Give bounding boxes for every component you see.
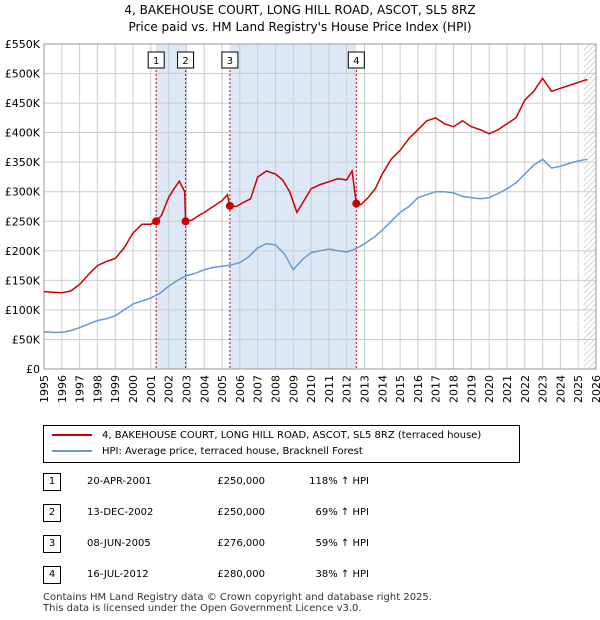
x-tick-label: 2008 (269, 375, 282, 403)
transaction-price: £276,000 (217, 538, 265, 549)
sale-label: 2 (182, 56, 188, 67)
legend-label-property: 4, BAKEHOUSE COURT, LONG HILL ROAD, ASCO… (102, 430, 482, 441)
x-tick-label: 2026 (590, 375, 600, 403)
transaction-date: 08-JUN-2005 (87, 538, 151, 549)
transaction-number: 1 (43, 473, 61, 491)
x-tick-label: 1999 (109, 375, 122, 403)
x-tick-label: 2002 (163, 375, 176, 403)
sale-point (225, 201, 234, 210)
transaction-date: 16-JUL-2012 (87, 569, 149, 580)
legend-item-hpi: HPI: Average price, terraced house, Brac… (52, 445, 363, 459)
y-tick-label: £150K (5, 274, 41, 287)
sale-label-box (177, 51, 195, 69)
transaction-hpi: 59% ↑ HPI (315, 538, 369, 549)
x-tick-label: 2005 (216, 375, 229, 403)
y-tick-label: £300K (5, 186, 41, 199)
y-tick-label: £400K (5, 127, 41, 140)
transaction-date: 13-DEC-2002 (87, 507, 154, 518)
x-tick-label: 2025 (572, 375, 585, 403)
chart-title: 4, BAKEHOUSE COURT, LONG HILL ROAD, ASCO… (124, 3, 476, 17)
legend-item-property: 4, BAKEHOUSE COURT, LONG HILL ROAD, ASCO… (52, 429, 481, 443)
forecast-area (583, 44, 596, 369)
y-tick-label: £250K (5, 215, 41, 228)
x-tick-label: 2018 (448, 375, 461, 403)
transaction-date: 20-APR-2001 (87, 476, 152, 487)
transaction-price: £250,000 (217, 476, 265, 487)
footer-copyright: Contains HM Land Registry data © Crown c… (43, 592, 432, 603)
x-tick-label: 2004 (198, 375, 211, 403)
transaction-hpi: 118% ↑ HPI (309, 476, 369, 487)
shaded-band (156, 44, 186, 369)
x-tick-label: 2017 (430, 375, 443, 403)
x-tick-label: 2001 (145, 375, 158, 403)
y-tick-label: £500K (5, 68, 41, 81)
sale-label: 3 (227, 56, 233, 67)
x-tick-label: 1996 (56, 375, 69, 403)
x-tick-label: 2012 (341, 375, 354, 403)
y-tick-label: £350K (5, 156, 41, 169)
y-tick-label: £100K (5, 304, 41, 317)
sale-point (152, 217, 161, 226)
y-tick-label: £550K (5, 38, 41, 51)
x-tick-label: 1997 (74, 375, 87, 403)
series-line (43, 76, 588, 294)
x-tick-label: 2023 (537, 375, 550, 403)
x-tick-label: 2000 (127, 375, 140, 403)
legend: 4, BAKEHOUSE COURT, LONG HILL ROAD, ASCO… (43, 425, 520, 463)
chart-subtitle: Price paid vs. HM Land Registry's House … (128, 20, 472, 34)
sale-label: 1 (153, 56, 159, 67)
sale-point (352, 199, 361, 208)
x-tick-label: 2009 (287, 375, 300, 403)
x-tick-label: 2019 (465, 375, 478, 403)
transaction-hpi: 38% ↑ HPI (315, 569, 369, 580)
sale-point (181, 217, 190, 226)
x-tick-label: 2011 (323, 375, 336, 403)
x-tick-label: 2007 (252, 375, 265, 403)
y-tick-label: £0 (26, 363, 40, 376)
footer-licence: This data is licensed under the Open Gov… (43, 603, 362, 614)
x-tick-label: 1995 (38, 375, 51, 403)
transaction-hpi: 69% ↑ HPI (315, 507, 369, 518)
legend-label-hpi: HPI: Average price, terraced house, Brac… (102, 446, 363, 457)
x-tick-label: 2021 (501, 375, 514, 403)
sale-label-box (147, 51, 165, 69)
transaction-number: 4 (43, 566, 61, 584)
legend-swatch-hpi (52, 450, 92, 452)
sale-label-box (221, 51, 239, 69)
sale-label-box (347, 51, 365, 69)
x-tick-label: 2014 (376, 375, 389, 403)
plot-frame (43, 43, 597, 370)
x-tick-label: 2020 (483, 375, 496, 403)
x-tick-label: 2024 (554, 375, 567, 403)
x-tick-label: 2010 (305, 375, 318, 403)
series-line (43, 158, 588, 334)
sale-label: 4 (353, 56, 359, 67)
transaction-number: 2 (43, 504, 61, 522)
x-tick-label: 1998 (91, 375, 104, 403)
x-tick-label: 2016 (412, 375, 425, 403)
transaction-price: £280,000 (217, 569, 265, 580)
x-tick-label: 2006 (234, 375, 247, 403)
y-tick-label: £450K (5, 97, 41, 110)
y-tick-label: £200K (5, 245, 41, 258)
legend-swatch-property (52, 434, 92, 436)
x-tick-label: 2013 (359, 375, 372, 403)
x-tick-label: 2015 (394, 375, 407, 403)
x-tick-label: 2003 (180, 375, 193, 403)
transaction-number: 3 (43, 535, 61, 553)
x-tick-label: 2022 (519, 375, 532, 403)
transaction-price: £250,000 (217, 507, 265, 518)
y-tick-label: £50K (12, 333, 41, 346)
price-chart: £0 £50K £100K £150K £200K £250K £300K £350K £400… (5, 38, 600, 403)
